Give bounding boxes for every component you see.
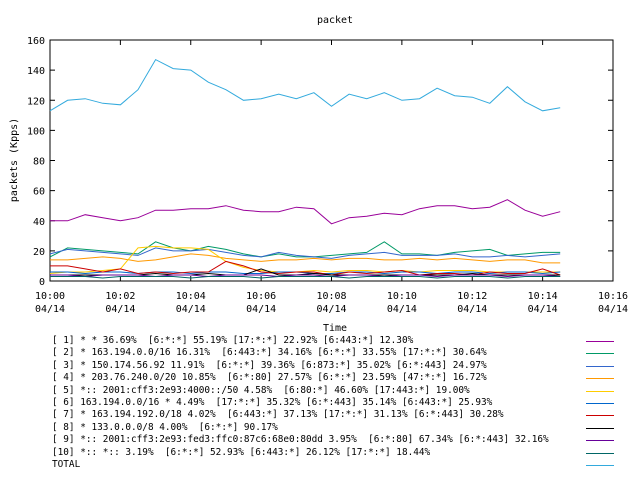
series-line <box>49 241 561 258</box>
x-tick-time: 10:14 <box>528 291 558 302</box>
x-tick-date: 04/14 <box>457 304 487 315</box>
series-line <box>50 276 561 279</box>
x-tick-date: 04/14 <box>105 304 135 315</box>
legend-label: [10] *:: *:: 3.19% [6:*:*] 52.93% [6:443… <box>52 446 431 458</box>
y-tick-label: 80 <box>33 157 45 168</box>
legend-swatch <box>586 452 614 454</box>
x-tick-date: 04/14 <box>35 304 65 315</box>
legend-swatch <box>586 427 614 429</box>
legend-label: [ 8] * 133.0.0.0/8 4.00% [6:*:*] 90.17% <box>52 421 278 433</box>
legend-entry: TOTAL <box>52 459 80 470</box>
y-tick-label: 100 <box>27 126 45 137</box>
plot-frame <box>49 39 614 282</box>
legend-entry: [ 5] *:: 2001:cff3:2e93:4000::/50 4.58% … <box>52 385 470 396</box>
legend-entry: [10] *:: *:: 3.19% [6:*:*] 52.93% [6:443… <box>52 447 430 458</box>
legend-label: [ 4] * 203.76.240.0/20 10.85% [6:*:80] 2… <box>52 372 487 384</box>
y-axis-label: packets (Kpps) <box>9 118 20 202</box>
series-line <box>50 274 561 278</box>
legend-label: [ 1] * * 36.69% [6:*:*] 55.19% [17:*:*] … <box>52 335 414 346</box>
x-tick-time: 10:04 <box>176 291 206 302</box>
legend-entry: [ 8] * 133.0.0.0/8 4.00% [6:*:*] 90.17% <box>52 422 278 433</box>
legend-swatch <box>586 365 614 367</box>
legend-swatch <box>586 403 614 404</box>
x-tick-time: 10:00 <box>35 291 65 302</box>
legend-label: [ 5] *:: 2001:cff3:2e93:4000::/50 4.58% … <box>52 384 470 396</box>
y-tick-label: 140 <box>27 66 45 77</box>
series-line <box>50 199 561 225</box>
legend-entry: [ 2] * 163.194.0.0/16 16.31% [6:443:*] 3… <box>52 347 487 358</box>
y-tick-label: 40 <box>33 217 45 228</box>
legend-swatch <box>586 341 614 342</box>
legend-label: [ 6] 163.194.0.0/16 * 4.49% [17:*:*] 35.… <box>52 397 493 408</box>
legend-entry: [ 7] * 163.194.192.0/18 4.02% [6:443:*] … <box>52 409 504 420</box>
legend-entry: [ 4] * 203.76.240.0/20 10.85% [6:*:80] 2… <box>52 372 487 383</box>
legend-entry: [ 6] 163.194.0.0/16 * 4.49% [17:*:*] 35.… <box>52 397 492 408</box>
legend-label: [ 3] * 150.174.56.92 11.91% [6:*:*] 39.3… <box>52 359 487 371</box>
legend-entry: [ 1] * * 36.69% [6:*:*] 55.19% [17:*:*] … <box>52 335 413 346</box>
legend-swatch <box>586 465 614 466</box>
x-tick-date: 04/14 <box>528 304 558 315</box>
legend-label: [ 7] * 163.194.192.0/18 4.02% [6:443:*] … <box>52 409 504 421</box>
legend-label: TOTAL <box>52 459 81 470</box>
x-tick-date: 04/14 <box>598 304 628 315</box>
x-tick-date: 04/14 <box>246 304 276 315</box>
x-tick-date: 04/14 <box>316 304 346 315</box>
x-tick-date: 04/14 <box>176 304 206 315</box>
y-tick-label: 0 <box>39 277 45 288</box>
x-axis-label: Time <box>323 323 347 334</box>
legend-swatch <box>586 378 614 380</box>
legend-swatch <box>586 415 614 417</box>
legend-entry: [ 3] * 150.174.56.92 11.91% [6:*:*] 39.3… <box>52 360 487 371</box>
legend-swatch <box>586 440 614 442</box>
y-tick-label: 160 <box>27 36 45 47</box>
series-lines <box>49 58 561 279</box>
x-axis: 10:00 04/14 10:02 04/14 10:04 04/14 10:06 04/14… <box>35 40 628 315</box>
series-line <box>49 245 561 274</box>
legend-label: [ 9] *:: 2001:cff3:2e93:fed3:ffc0:87c6:6… <box>52 434 549 446</box>
chart-title: packet <box>317 15 353 26</box>
x-tick-time: 10:10 <box>387 291 417 302</box>
series-line <box>50 253 561 264</box>
legend-swatch <box>586 353 614 355</box>
x-tick-time: 10:16 <box>598 291 628 302</box>
y-tick-label: 120 <box>27 96 45 107</box>
series-line <box>49 247 561 259</box>
x-tick-time: 10:06 <box>246 291 276 302</box>
legend-entry: [ 9] *:: 2001:cff3:2e93:fed3:ffc0:87c6:6… <box>52 434 549 445</box>
y-tick-label: 60 <box>33 187 45 198</box>
series-line <box>49 58 561 112</box>
y-axis: 0 20 40 60 80 100 120 140 160 <box>27 36 613 288</box>
legend-swatch <box>586 390 614 392</box>
legend-label: [ 2] * 163.194.0.0/16 16.31% [6:443:*] 3… <box>52 347 487 359</box>
x-tick-date: 04/14 <box>387 304 417 315</box>
x-tick-time: 10:08 <box>316 291 346 302</box>
y-tick-label: 20 <box>33 247 45 258</box>
x-tick-time: 10:12 <box>457 291 487 302</box>
x-tick-time: 10:02 <box>105 291 135 302</box>
